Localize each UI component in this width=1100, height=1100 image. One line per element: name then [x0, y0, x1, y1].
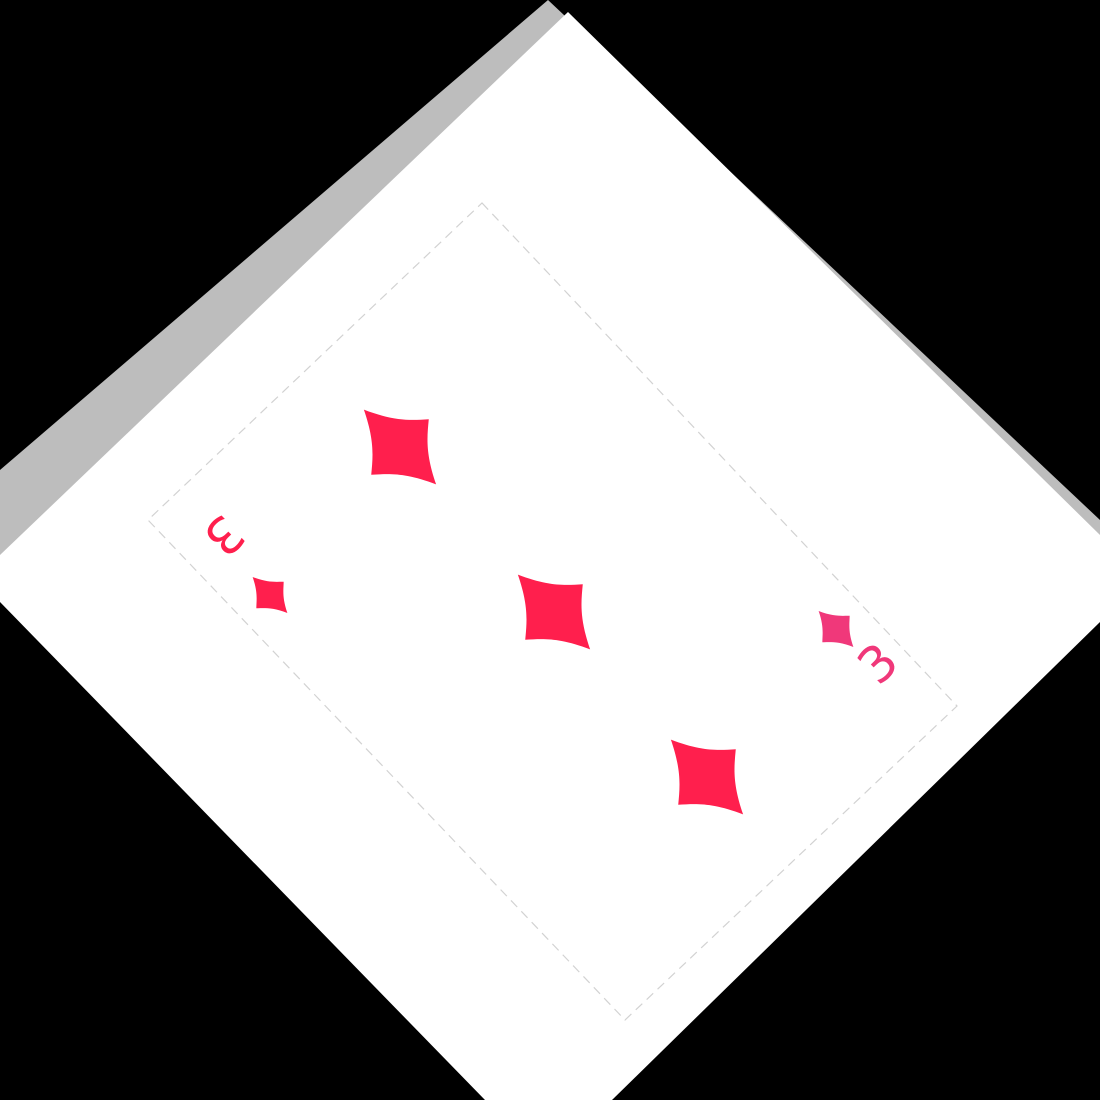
corner-pip-bottom-right: [818, 611, 854, 647]
pip-diamond-bottom: [670, 739, 744, 815]
diamond-icon: [670, 739, 744, 815]
diamond-icon: [818, 611, 854, 647]
diamond-icon: [517, 574, 591, 650]
pip-diamond-top: [363, 409, 437, 485]
diamond-icon: [252, 577, 288, 613]
pip-diamond-middle: [517, 574, 591, 650]
card-face: [0, 12, 1100, 1100]
corner-pip-top-left: [252, 577, 288, 613]
card-inner-border: [147, 202, 958, 1021]
diamond-icon: [363, 409, 437, 485]
